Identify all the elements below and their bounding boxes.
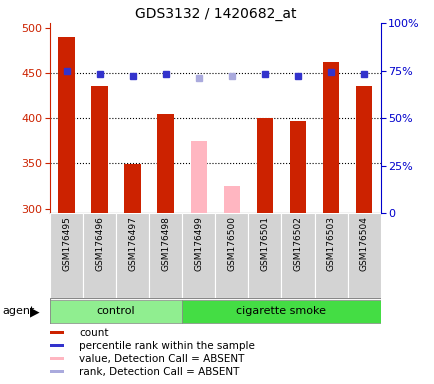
Text: value, Detection Call = ABSENT: value, Detection Call = ABSENT	[79, 354, 244, 364]
Bar	[50, 331, 64, 334]
Text: GSM176497: GSM176497	[128, 217, 137, 271]
Bar	[50, 300, 182, 323]
Text: ▶: ▶	[30, 305, 39, 318]
Bar	[182, 300, 380, 323]
Text: GSM176503: GSM176503	[326, 217, 335, 271]
Bar	[50, 370, 64, 373]
Text: GSM176504: GSM176504	[359, 217, 368, 271]
Bar	[223, 186, 240, 213]
Bar	[248, 213, 281, 298]
Bar	[314, 213, 347, 298]
Title: GDS3132 / 1420682_at: GDS3132 / 1420682_at	[134, 7, 296, 21]
Bar	[83, 213, 116, 298]
Bar	[190, 141, 207, 213]
Bar	[157, 114, 174, 213]
Text: GSM176498: GSM176498	[161, 217, 170, 271]
Bar	[182, 213, 215, 298]
Bar	[215, 213, 248, 298]
Text: GSM176500: GSM176500	[227, 217, 236, 271]
Text: control: control	[97, 306, 135, 316]
Bar	[322, 62, 339, 213]
Text: rank, Detection Call = ABSENT: rank, Detection Call = ABSENT	[79, 367, 239, 377]
Text: GSM176499: GSM176499	[194, 217, 203, 271]
Text: GSM176501: GSM176501	[260, 217, 269, 271]
Bar	[50, 344, 64, 347]
Bar	[355, 86, 372, 213]
Bar	[347, 213, 380, 298]
Text: cigarette smoke: cigarette smoke	[236, 306, 326, 316]
Bar	[256, 118, 273, 213]
Bar	[50, 213, 83, 298]
Bar	[91, 86, 108, 213]
Text: agent: agent	[2, 306, 34, 316]
Bar	[289, 121, 306, 213]
Bar	[58, 36, 75, 213]
Text: count: count	[79, 328, 108, 338]
Bar	[124, 164, 141, 213]
Text: GSM176495: GSM176495	[62, 217, 71, 271]
Text: GSM176496: GSM176496	[95, 217, 104, 271]
Bar	[116, 213, 149, 298]
Text: GSM176502: GSM176502	[293, 217, 302, 271]
Bar	[149, 213, 182, 298]
Bar	[50, 357, 64, 360]
Bar	[281, 213, 314, 298]
Text: percentile rank within the sample: percentile rank within the sample	[79, 341, 255, 351]
